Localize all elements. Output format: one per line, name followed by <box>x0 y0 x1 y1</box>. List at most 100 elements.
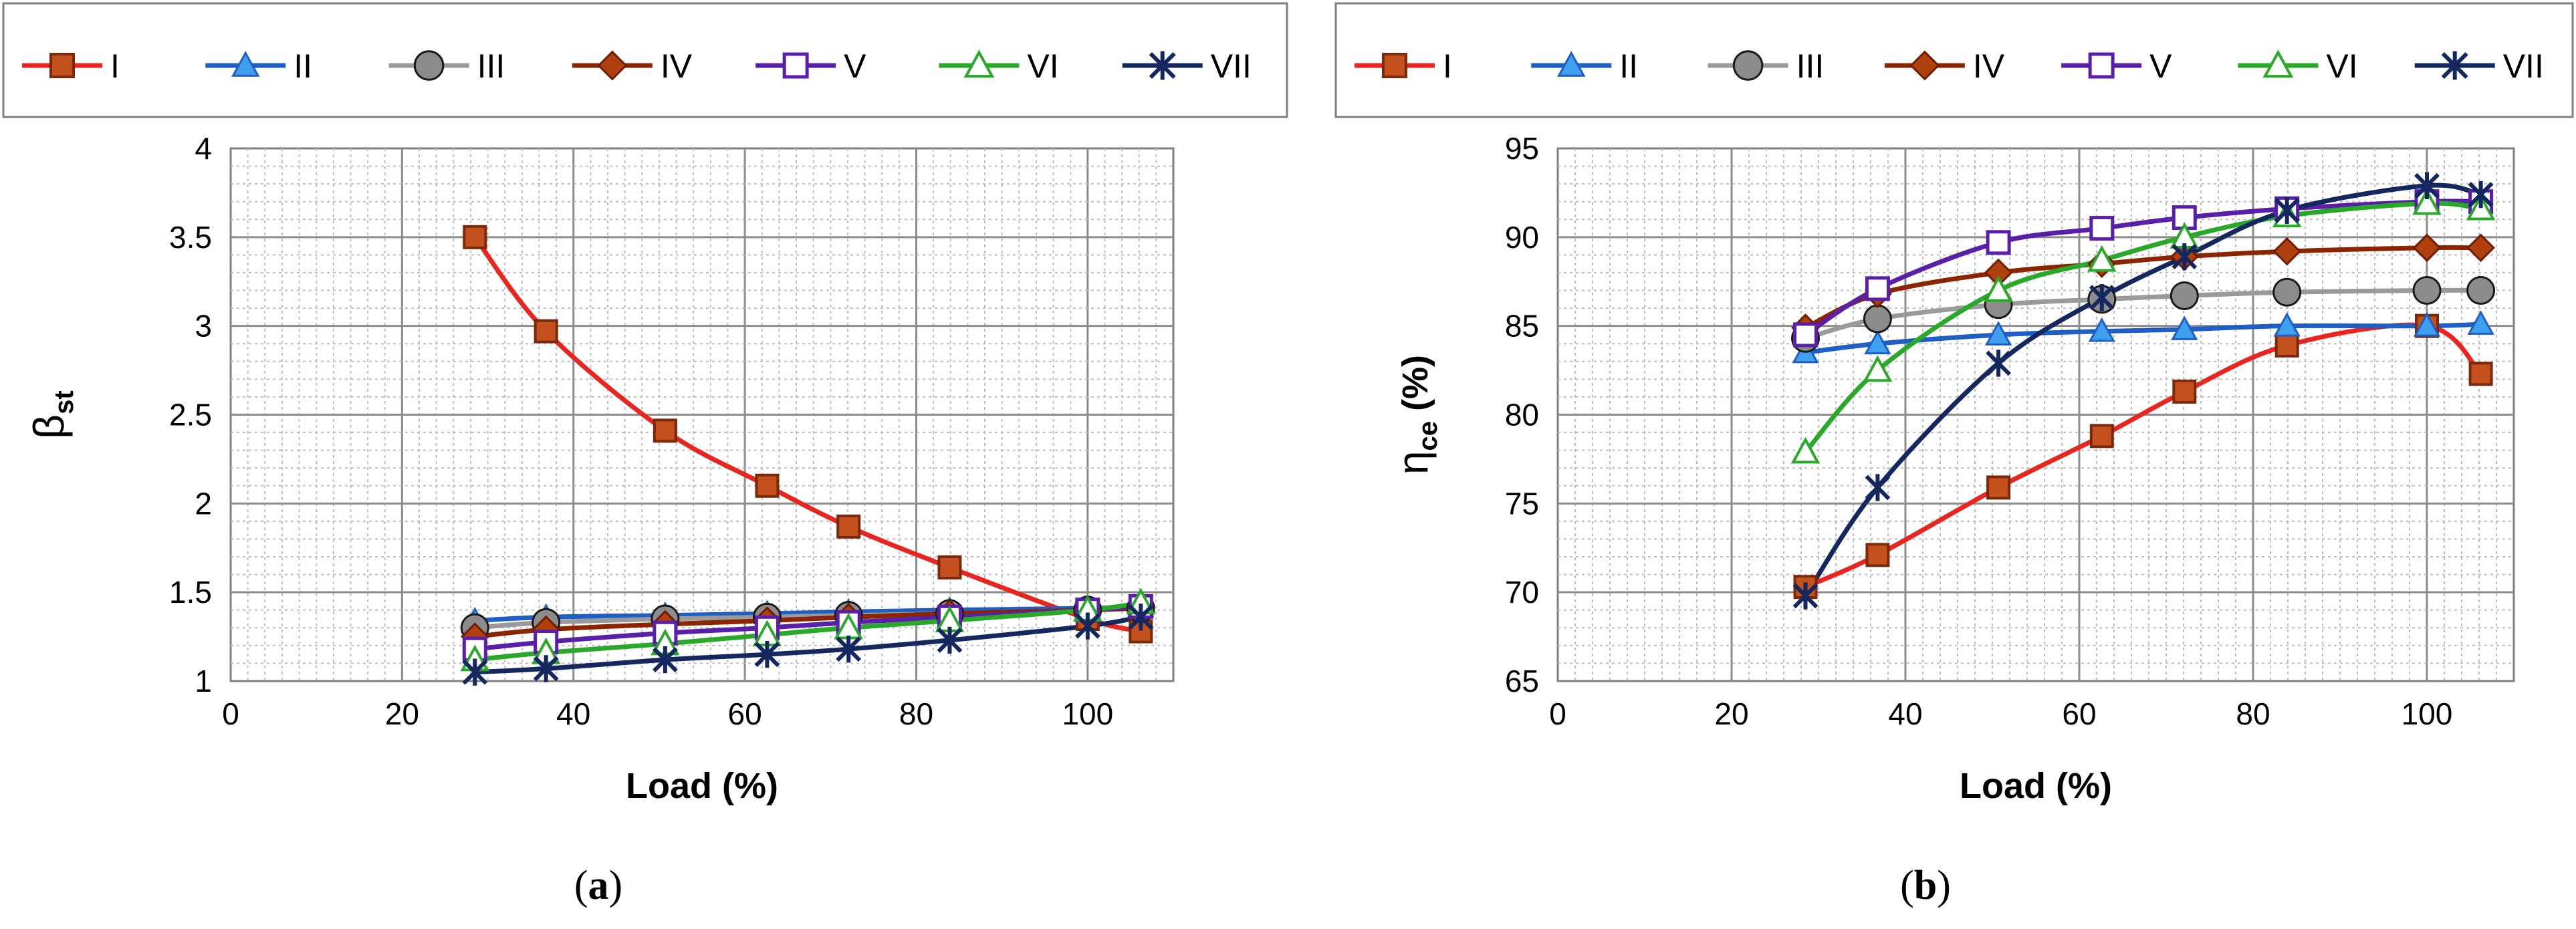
legend-label: IV <box>1973 47 2005 85</box>
x-tick-label: 20 <box>1714 696 1748 731</box>
grid <box>1556 147 2515 682</box>
data-point <box>754 640 780 668</box>
x-tick-label: 0 <box>222 696 239 731</box>
data-point <box>2412 276 2442 305</box>
data-point <box>652 646 678 674</box>
y-tick-label: 3.5 <box>169 220 212 255</box>
y-tick-label: 1.5 <box>169 575 212 610</box>
data-point <box>2413 311 2441 337</box>
data-point <box>755 473 780 498</box>
series-IV <box>1804 245 2481 330</box>
legend-label: V <box>2149 47 2172 85</box>
data-point <box>1986 350 2012 377</box>
legend-item: III <box>388 47 505 85</box>
x-tick-label: 100 <box>2402 696 2453 731</box>
series-markers-VII <box>1792 172 2494 610</box>
legend-label: I <box>110 47 120 85</box>
data-point <box>1790 436 1821 464</box>
legend-marker <box>1557 51 1586 77</box>
data-point <box>937 626 963 654</box>
legend-marker <box>1149 51 1176 80</box>
data-point <box>2171 315 2198 340</box>
legend-item: II <box>205 47 312 85</box>
x-tick-label: 40 <box>556 696 590 731</box>
series-VII <box>475 614 1141 675</box>
series-group <box>460 225 1156 686</box>
x-tick-label: 0 <box>1549 696 1566 731</box>
data-point <box>2087 245 2117 272</box>
data-point <box>1865 276 1890 301</box>
series-line <box>1804 287 2481 341</box>
legend-label: III <box>1796 47 1825 85</box>
legend-label: I <box>1443 47 1452 85</box>
legend-marker <box>2262 49 2294 78</box>
axes: 0 20 40 60 80 100 1 1.5 2 2.5 3 3.5 4 Load (%) βst <box>25 131 1113 806</box>
y-tick-label: 85 <box>1505 309 1539 344</box>
axes: 0 20 40 60 80 100 65 70 75 80 85 90 95 Load (%) ηce (%… <box>1389 131 2452 806</box>
data-point <box>2089 216 2115 241</box>
x-axis-title: Load (%) <box>1960 766 2112 806</box>
y-tick-label: 2 <box>195 486 212 521</box>
series-III <box>1804 287 2481 341</box>
data-point <box>534 319 558 344</box>
y-tick-label: 65 <box>1505 664 1539 698</box>
series-line <box>1804 245 2481 330</box>
data-point <box>2172 379 2197 404</box>
legend-marker <box>231 51 260 77</box>
y-tick-label: 75 <box>1505 486 1539 521</box>
legend-label: VI <box>2326 47 2357 85</box>
legend-label: V <box>844 47 866 85</box>
data-point <box>1793 322 1818 348</box>
data-point <box>2089 284 2115 311</box>
data-point <box>2414 172 2440 199</box>
legend-marker <box>1732 50 1764 81</box>
data-point <box>2412 233 2442 263</box>
data-point <box>1074 612 1100 640</box>
data-point <box>1863 304 1892 334</box>
data-point <box>462 658 488 686</box>
series-group <box>1790 172 2496 610</box>
data-point <box>1863 355 1893 382</box>
data-point <box>533 655 559 682</box>
data-point <box>2468 362 2493 386</box>
legend-label: VI <box>1027 47 1058 85</box>
series-line <box>474 600 1141 662</box>
data-point <box>2468 180 2494 209</box>
x-tick-label: 20 <box>385 696 419 731</box>
legend-item: V <box>755 47 866 85</box>
y-tick-label: 1 <box>195 664 212 698</box>
y-tick-label: 70 <box>1505 575 1539 610</box>
legend-item: VI <box>2238 47 2358 85</box>
y-axis-subscript: st <box>49 390 79 414</box>
data-point <box>2467 310 2494 335</box>
data-point <box>1984 321 2012 346</box>
y-tick-label: 3 <box>195 309 212 344</box>
legend-marker <box>1382 53 1407 78</box>
data-point <box>1792 582 1819 610</box>
legend-marker <box>782 52 809 79</box>
data-point <box>2170 281 2199 311</box>
legend-item: VII <box>2414 47 2544 85</box>
y-axis-symbol: η <box>1389 450 1437 475</box>
legend-label: VII <box>1211 47 1252 85</box>
y-axis-unit: (%) <box>1395 355 1435 421</box>
data-point <box>2272 277 2302 307</box>
legend-marker <box>49 53 75 78</box>
series-line <box>1805 321 2481 355</box>
legend-item: I <box>1355 47 1452 85</box>
legend-item: IV <box>572 47 693 85</box>
legend-marker <box>2441 51 2468 80</box>
legend-item: II <box>1531 47 1638 85</box>
legend: I II III IV V VI VII <box>1334 2 2574 118</box>
series-line <box>475 614 1141 675</box>
x-axis-title: Load (%) <box>626 766 778 806</box>
legend-box <box>1334 2 2574 118</box>
legend-marker <box>413 50 445 81</box>
data-point <box>1986 475 2011 500</box>
legend-label: III <box>477 47 505 85</box>
legend-item: VI <box>939 47 1059 85</box>
data-point <box>2466 233 2495 263</box>
x-tick-label: 80 <box>2236 696 2270 731</box>
data-point <box>937 555 962 579</box>
